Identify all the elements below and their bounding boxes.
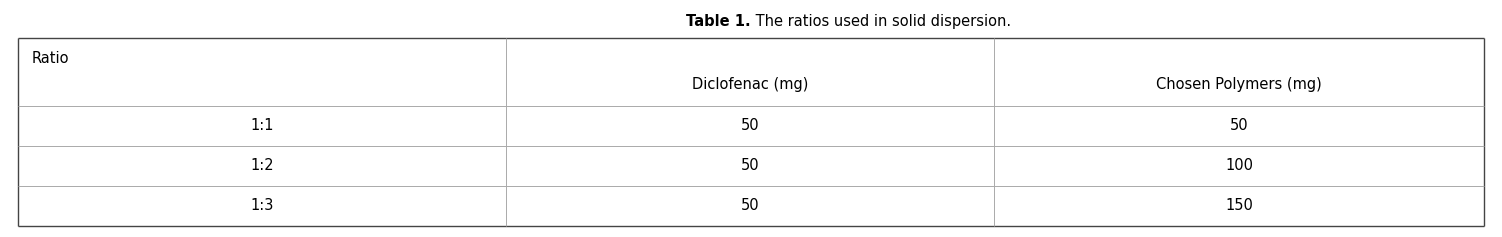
Text: 50: 50 [740,118,760,133]
Text: Ratio: Ratio [32,51,69,66]
Text: 50: 50 [740,199,760,214]
Text: Chosen Polymers (mg): Chosen Polymers (mg) [1157,77,1322,92]
Text: 100: 100 [1226,159,1253,173]
Text: 1:3: 1:3 [251,199,273,214]
Text: 1:2: 1:2 [251,159,273,173]
Text: 150: 150 [1226,199,1253,214]
Text: Diclofenac (mg): Diclofenac (mg) [692,77,808,92]
Text: 50: 50 [1230,118,1248,133]
Text: 1:1: 1:1 [251,118,273,133]
Text: 50: 50 [740,159,760,173]
Text: The ratios used in solid dispersion.: The ratios used in solid dispersion. [751,14,1011,28]
Text: Table 1.: Table 1. [686,14,751,28]
